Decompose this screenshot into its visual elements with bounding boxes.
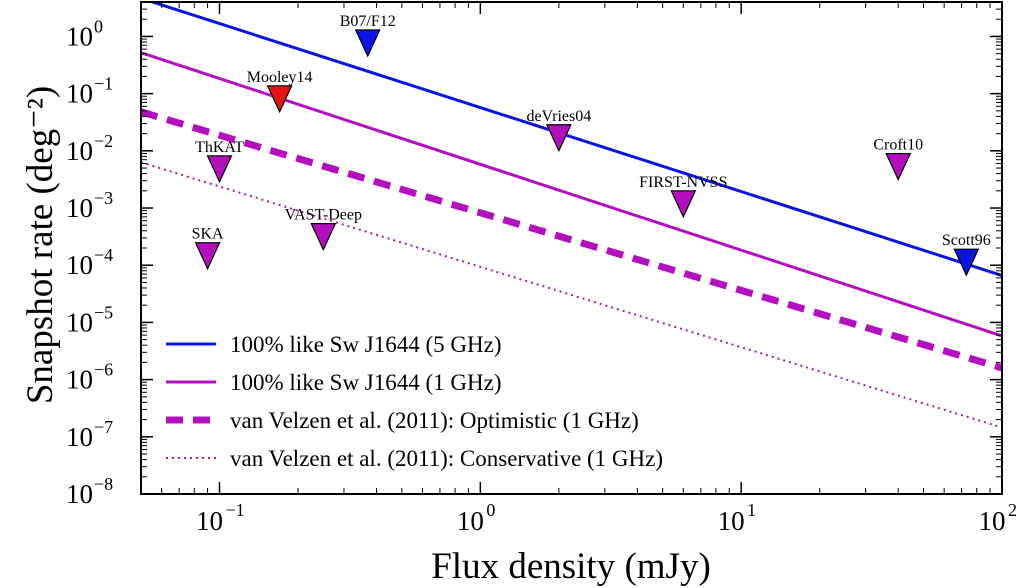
marker-label-5: Croft10 [873,137,923,154]
marker-label-6: FIRST-NVSS [639,174,727,191]
series-line-2 [141,51,1002,338]
y-tick-exponent-6: −3 [94,188,113,208]
legend-label-2: 100% like Sw J1644 (1 GHz) [230,370,502,395]
series-line-4 [141,161,1002,429]
upper-limit-marker-5 [885,152,912,182]
y-tick-label-4: 10 [66,307,93,337]
y-tick-exponent-7: −2 [94,131,113,151]
upper-limit-marker-3 [545,124,572,153]
marker-label-9: Scott96 [942,232,991,249]
y-tick-exponent-4: −5 [94,302,113,322]
x-tick-label-3: 10 [718,506,745,536]
x-tick-exponent-2: 0 [486,500,495,520]
marker-label-7: VAST-Deep [285,207,362,224]
y-tick-label-5: 10 [66,250,93,280]
series-lines [141,2,1002,429]
y-tick-exponent-5: −4 [94,245,113,265]
y-tick-label-8: 10 [66,79,93,109]
y-tick-exponent-9: 0 [94,16,103,36]
upper-limit-marker-2 [266,85,293,114]
upper-limit-marker-4 [206,155,233,184]
legend-label-3: van Velzen et al. (2011): Optimistic (1 … [230,408,639,433]
series-line-1 [147,2,1002,277]
marker-label-3: deVries04 [526,108,591,125]
x-tick-label-4: 10 [979,506,1006,536]
y-tick-label-1: 10 [66,479,93,509]
upper-limit-marker-6 [670,190,697,219]
upper-limit-marker-8 [194,242,221,271]
y-tick-exponent-8: −1 [94,74,113,94]
y-axis-title: Snapshot rate (deg⁻²) [20,86,61,404]
legend-label-1: 100% like Sw J1644 (5 GHz) [230,332,502,357]
y-tick-label-3: 10 [66,365,93,395]
y-tick-exponent-3: −6 [94,360,113,380]
y-tick-exponent-2: −7 [94,417,113,437]
upper-limit-marker-9 [953,248,980,277]
y-tick-label-7: 10 [66,136,93,166]
x-tick-exponent-3: 1 [747,500,756,520]
upper-limit-marker-1 [354,29,381,58]
y-tick-exponent-1: −8 [94,474,113,494]
marker-label-2: Mooley14 [247,69,313,86]
marker-label-1: B07/F12 [340,13,396,30]
x-tick-exponent-1: −1 [226,500,245,520]
legend-label-4: van Velzen et al. (2011): Conservative (… [230,446,663,471]
legend: 100% like Sw J1644 (5 GHz) 100% like Sw J… [166,332,663,471]
x-axis-title: Flux density (mJy) [431,546,711,587]
x-tick-label-1: 10 [196,506,223,536]
upper-limit-markers: B07/F12 Mooley14 deVries04 ThKAT Croft10 FIRS… [192,13,991,277]
y-tick-label-9: 10 [66,21,93,51]
marker-label-8: SKA [192,226,224,243]
y-tick-label-6: 10 [66,193,93,223]
y-tick-label-2: 10 [66,422,93,452]
axes: 10 −1 10 0 10 1 10 210 −810 −710 −610 −510 −410 −310−… [66,1,1017,536]
upper-limit-marker-7 [310,223,337,252]
marker-label-4: ThKAT [195,139,244,156]
x-tick-exponent-4: 2 [1008,500,1017,520]
x-tick-label-2: 10 [457,506,484,536]
series-line-3 [141,108,1002,372]
